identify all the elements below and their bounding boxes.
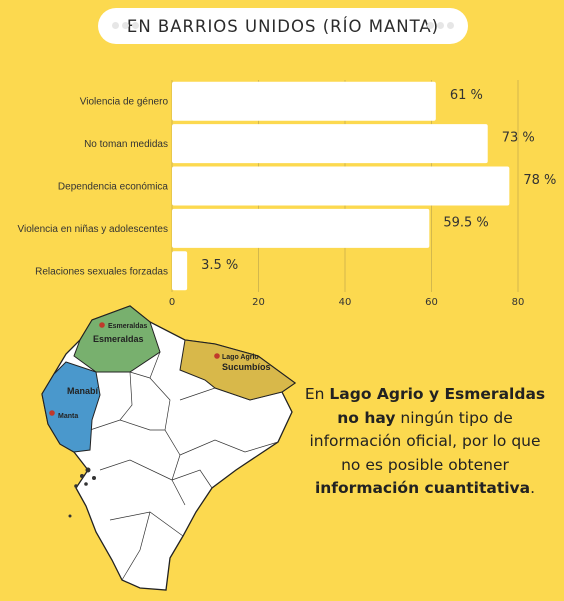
bar — [172, 166, 510, 206]
x-tick-label: 40 — [339, 297, 352, 308]
x-tick-label: 80 — [512, 297, 525, 308]
x-tick-label: 20 — [252, 297, 265, 308]
category-label: No toman medidas — [84, 139, 168, 150]
value-label: 78 % — [523, 173, 556, 188]
left-dots-decoration — [112, 22, 139, 29]
manta-city-dot — [49, 410, 55, 416]
note-text-1: En — [304, 385, 330, 403]
coastal-islands — [68, 467, 96, 518]
manabi-province-label: Manabí — [67, 386, 99, 396]
info-note: En Lago Agrio y Esmeraldas no hay ningún… — [300, 383, 550, 501]
category-label: Dependencia económica — [58, 182, 169, 193]
esmeraldas-province-label: Esmeraldas — [93, 334, 144, 344]
category-label: Violencia en niñas y adolescentes — [18, 224, 168, 235]
value-label: 3.5 % — [201, 258, 238, 273]
value-label: 61 % — [450, 88, 483, 103]
category-label: Violencia de género — [80, 97, 169, 108]
title-banner: EN BARRIOS UNIDOS (RÍO MANTA) — [98, 8, 468, 44]
lago-agrio-city-label: Lago Agrio — [222, 354, 259, 361]
x-tick-label: 60 — [425, 297, 438, 308]
sucumbios-province-label: Sucumbíos — [222, 362, 271, 372]
bar — [172, 124, 488, 164]
x-tick-label: 0 — [169, 297, 175, 308]
bar — [172, 81, 436, 121]
right-dots-decoration — [427, 22, 454, 29]
esmeraldas-city-label: Esmeraldas — [108, 323, 147, 330]
category-label: Relaciones sexuales forzadas — [35, 266, 168, 277]
sucumbios-province — [179, 339, 296, 401]
lago-agrio-city-dot — [214, 353, 220, 359]
value-label: 73 % — [502, 131, 535, 146]
bar — [172, 208, 430, 248]
chart-title: EN BARRIOS UNIDOS (RÍO MANTA) — [126, 16, 440, 36]
manta-city-label: Manta — [58, 413, 78, 420]
manabi-province — [41, 361, 101, 453]
esmeraldas-city-dot — [99, 322, 105, 328]
note-bold-locations: Lago Agrio y Esmeraldas no hay — [329, 385, 546, 427]
esmeraldas-province — [73, 305, 161, 373]
ecuador-map: Esmeraldas Esmeraldas Lago Agrio Sucumbí… — [41, 305, 297, 591]
bar — [172, 251, 188, 291]
note-text-3: . — [530, 479, 536, 497]
value-label: 59.5 % — [443, 215, 488, 230]
note-bold-quantitative: información cuantitativa — [314, 479, 531, 497]
bar-chart: 0 20 40 60 80 Violencia de género 61 % No toman… — [18, 80, 556, 308]
note-text-2: ningún tipo de información oficial, por … — [309, 408, 541, 474]
